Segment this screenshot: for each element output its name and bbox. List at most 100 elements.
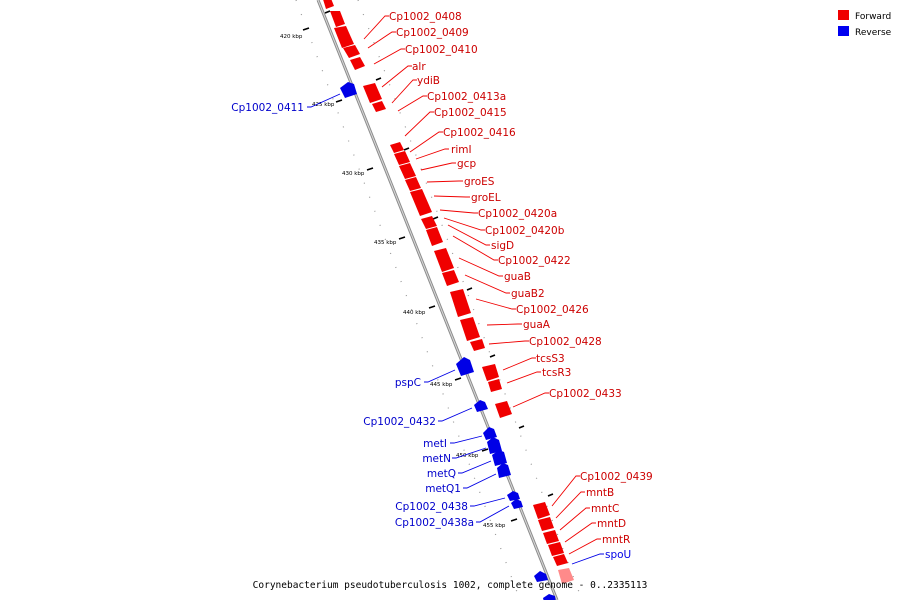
reverse-leader-lines <box>307 93 604 565</box>
forward-gene-feature[interactable] <box>334 26 354 48</box>
gene-label-groES[interactable]: groES <box>464 176 495 188</box>
gene-label-Cp1002_0438a[interactable]: Cp1002_0438a <box>395 517 474 529</box>
reverse-gene-feature[interactable] <box>534 571 548 582</box>
gene-label-tcsS3[interactable]: tcsS3 <box>536 353 565 365</box>
gene-label-spoU[interactable]: spoU <box>605 549 631 561</box>
forward-gene-feature[interactable] <box>434 248 454 272</box>
gene-label-Cp1002_0420b[interactable]: Cp1002_0420b <box>485 225 565 237</box>
forward-gene-feature[interactable] <box>405 177 421 191</box>
gene-label-Cp1002_0422[interactable]: Cp1002_0422 <box>498 255 571 267</box>
reverse-gene-feature[interactable] <box>511 499 523 509</box>
gene-label-mntD[interactable]: mntD <box>597 518 626 530</box>
gene-label-guaB2[interactable]: guaB2 <box>511 288 545 300</box>
forward-gene-feature[interactable] <box>450 289 471 317</box>
scale-tick <box>302 27 310 31</box>
gene-label-mntC[interactable]: mntC <box>591 503 619 515</box>
gene-label-mntR[interactable]: mntR <box>602 534 630 546</box>
inner-dotted-track <box>357 0 583 600</box>
forward-gene-features <box>322 0 574 584</box>
reverse-gene-feature[interactable] <box>474 400 488 412</box>
forward-gene-feature[interactable] <box>322 0 334 9</box>
gene-label-Cp1002_0438[interactable]: Cp1002_0438 <box>395 501 468 513</box>
forward-gene-feature[interactable] <box>553 554 568 566</box>
scale-tick-label: 435 kbp <box>374 240 397 246</box>
reverse-gene-feature[interactable] <box>543 594 556 600</box>
gene-label-metN[interactable]: metN <box>422 453 451 465</box>
reverse-gene-feature[interactable] <box>507 491 520 501</box>
reverse-gene-feature[interactable] <box>340 82 357 98</box>
gene-label-rimI[interactable]: rimI <box>451 144 472 156</box>
legend: Forward Reverse <box>838 10 892 38</box>
gene-label-metI[interactable]: metI <box>423 438 447 450</box>
forward-gene-feature[interactable] <box>399 163 416 179</box>
gene-label-Cp1002_0416[interactable]: Cp1002_0416 <box>443 127 516 139</box>
gene-label-Cp1002_0439[interactable]: Cp1002_0439 <box>580 471 653 483</box>
reverse-gene-labels: Cp1002_0411 pspC Cp1002_0432 metI metN m… <box>231 102 474 529</box>
reverse-gene-feature[interactable] <box>487 437 502 454</box>
gene-label-Cp1002_0408[interactable]: Cp1002_0408 <box>389 11 462 23</box>
gene-label-Cp1002_0410[interactable]: Cp1002_0410 <box>405 44 478 56</box>
gene-label-Cp1002_0413a[interactable]: Cp1002_0413a <box>427 91 506 103</box>
gene-label-alr[interactable]: alr <box>412 61 426 73</box>
gene-label-Cp1002_0426[interactable]: Cp1002_0426 <box>516 304 589 316</box>
forward-gene-feature[interactable] <box>421 216 437 229</box>
forward-gene-feature[interactable] <box>558 568 574 584</box>
gene-label-Cp1002_0428[interactable]: Cp1002_0428 <box>529 336 602 348</box>
scale-tick <box>454 377 462 381</box>
gene-label-Cp1002_0433[interactable]: Cp1002_0433 <box>549 388 622 400</box>
scale-tick-label: 425 kbp <box>312 102 335 108</box>
forward-gene-feature[interactable] <box>482 364 499 381</box>
gene-label-ydiB[interactable]: ydiB <box>417 75 440 87</box>
forward-gene-feature[interactable] <box>495 401 512 418</box>
forward-gene-feature[interactable] <box>460 317 480 341</box>
forward-gene-feature[interactable] <box>426 227 443 246</box>
forward-gene-feature[interactable] <box>390 142 404 153</box>
gene-label-metQ1[interactable]: metQ1 <box>425 483 461 495</box>
legend-reverse-swatch <box>838 26 849 36</box>
forward-gene-feature[interactable] <box>343 45 360 58</box>
gene-label-pspC[interactable]: pspC <box>395 377 421 389</box>
reverse-gene-feature[interactable] <box>456 357 474 376</box>
forward-gene-feature[interactable] <box>330 11 345 27</box>
forward-gene-feature[interactable] <box>538 517 554 531</box>
gene-label-guaA[interactable]: guaA <box>523 319 551 331</box>
scale-tick-label: 450 kbp <box>456 453 479 459</box>
scale-ticks <box>302 10 554 522</box>
forward-gene-feature[interactable] <box>543 530 559 544</box>
scale-tick <box>366 167 374 171</box>
scale-tick <box>398 236 406 240</box>
scale-tick-label: 430 kbp <box>342 171 365 177</box>
gene-label-groEL[interactable]: groEL <box>471 192 501 204</box>
scale-tick <box>432 216 439 220</box>
scale-tick <box>489 354 496 358</box>
forward-gene-feature[interactable] <box>394 151 410 165</box>
reverse-gene-feature[interactable] <box>497 463 511 478</box>
gene-label-Cp1002_0420a[interactable]: Cp1002_0420a <box>478 208 557 220</box>
gene-label-Cp1002_0411[interactable]: Cp1002_0411 <box>231 102 304 114</box>
scale-tick <box>510 518 518 522</box>
gene-label-metQ[interactable]: metQ <box>427 468 456 480</box>
forward-gene-feature[interactable] <box>410 189 432 216</box>
legend-forward-label: Forward <box>855 12 891 22</box>
reverse-gene-feature[interactable] <box>492 450 507 466</box>
forward-gene-feature[interactable] <box>548 542 564 556</box>
gene-label-mntB[interactable]: mntB <box>586 487 614 499</box>
scale-tick-label: 440 kbp <box>403 310 426 316</box>
forward-gene-feature[interactable] <box>470 339 485 351</box>
gene-label-Cp1002_0432[interactable]: Cp1002_0432 <box>363 416 436 428</box>
gene-label-sigD[interactable]: sigD <box>491 240 514 252</box>
gene-label-Cp1002_0409[interactable]: Cp1002_0409 <box>396 27 469 39</box>
forward-gene-feature[interactable] <box>442 270 459 286</box>
gene-label-tcsR3[interactable]: tcsR3 <box>542 367 571 379</box>
gene-label-Cp1002_0415[interactable]: Cp1002_0415 <box>434 107 507 119</box>
forward-gene-feature[interactable] <box>350 57 365 70</box>
gene-label-guaB[interactable]: guaB <box>504 271 531 283</box>
gene-label-gcp[interactable]: gcp <box>457 158 476 170</box>
forward-leader-lines <box>363 15 601 555</box>
scale-tick-labels: 420 kbp 425 kbp 430 kbp 435 kbp 440 kbp … <box>280 34 506 529</box>
forward-gene-feature[interactable] <box>533 502 550 519</box>
reverse-gene-feature[interactable] <box>483 427 497 440</box>
forward-gene-feature[interactable] <box>488 379 502 392</box>
forward-gene-feature[interactable] <box>363 83 382 103</box>
forward-gene-feature[interactable] <box>372 101 386 112</box>
